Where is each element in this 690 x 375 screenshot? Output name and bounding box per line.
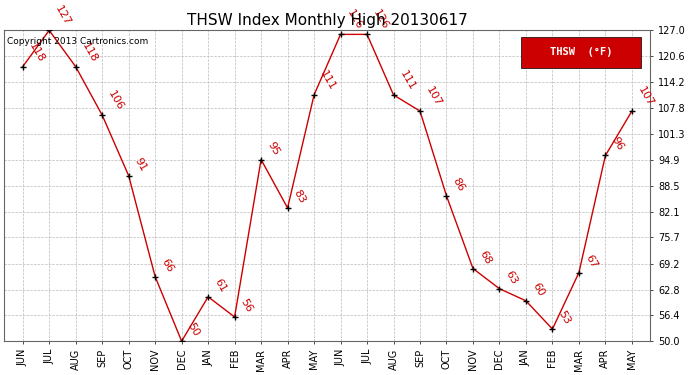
Text: 66: 66 bbox=[159, 257, 175, 274]
Text: THSW  (°F): THSW (°F) bbox=[550, 47, 613, 57]
Text: 111: 111 bbox=[397, 69, 417, 92]
Text: 91: 91 bbox=[132, 156, 148, 173]
Text: 63: 63 bbox=[504, 269, 520, 286]
Text: 118: 118 bbox=[27, 40, 46, 64]
Text: 61: 61 bbox=[213, 277, 228, 294]
Text: 53: 53 bbox=[557, 309, 572, 326]
Text: 107: 107 bbox=[636, 85, 656, 108]
Text: 60: 60 bbox=[530, 281, 546, 298]
Text: 106: 106 bbox=[106, 89, 126, 112]
Text: 56: 56 bbox=[239, 297, 255, 314]
Text: 50: 50 bbox=[186, 321, 201, 338]
Title: THSW Index Monthly High 20130617: THSW Index Monthly High 20130617 bbox=[187, 13, 468, 28]
Text: 111: 111 bbox=[318, 69, 337, 92]
Text: 127: 127 bbox=[53, 4, 72, 28]
Text: 118: 118 bbox=[80, 40, 99, 64]
Text: 95: 95 bbox=[265, 140, 281, 157]
Text: 96: 96 bbox=[609, 135, 625, 153]
Text: 126: 126 bbox=[345, 8, 364, 32]
Text: 68: 68 bbox=[477, 249, 493, 266]
Text: Copyright 2013 Cartronics.com: Copyright 2013 Cartronics.com bbox=[8, 37, 148, 46]
FancyBboxPatch shape bbox=[521, 37, 641, 68]
Text: 126: 126 bbox=[371, 8, 391, 32]
Text: 67: 67 bbox=[583, 252, 599, 270]
Text: 86: 86 bbox=[451, 176, 466, 193]
Text: 83: 83 bbox=[292, 188, 308, 205]
Text: 107: 107 bbox=[424, 85, 444, 108]
